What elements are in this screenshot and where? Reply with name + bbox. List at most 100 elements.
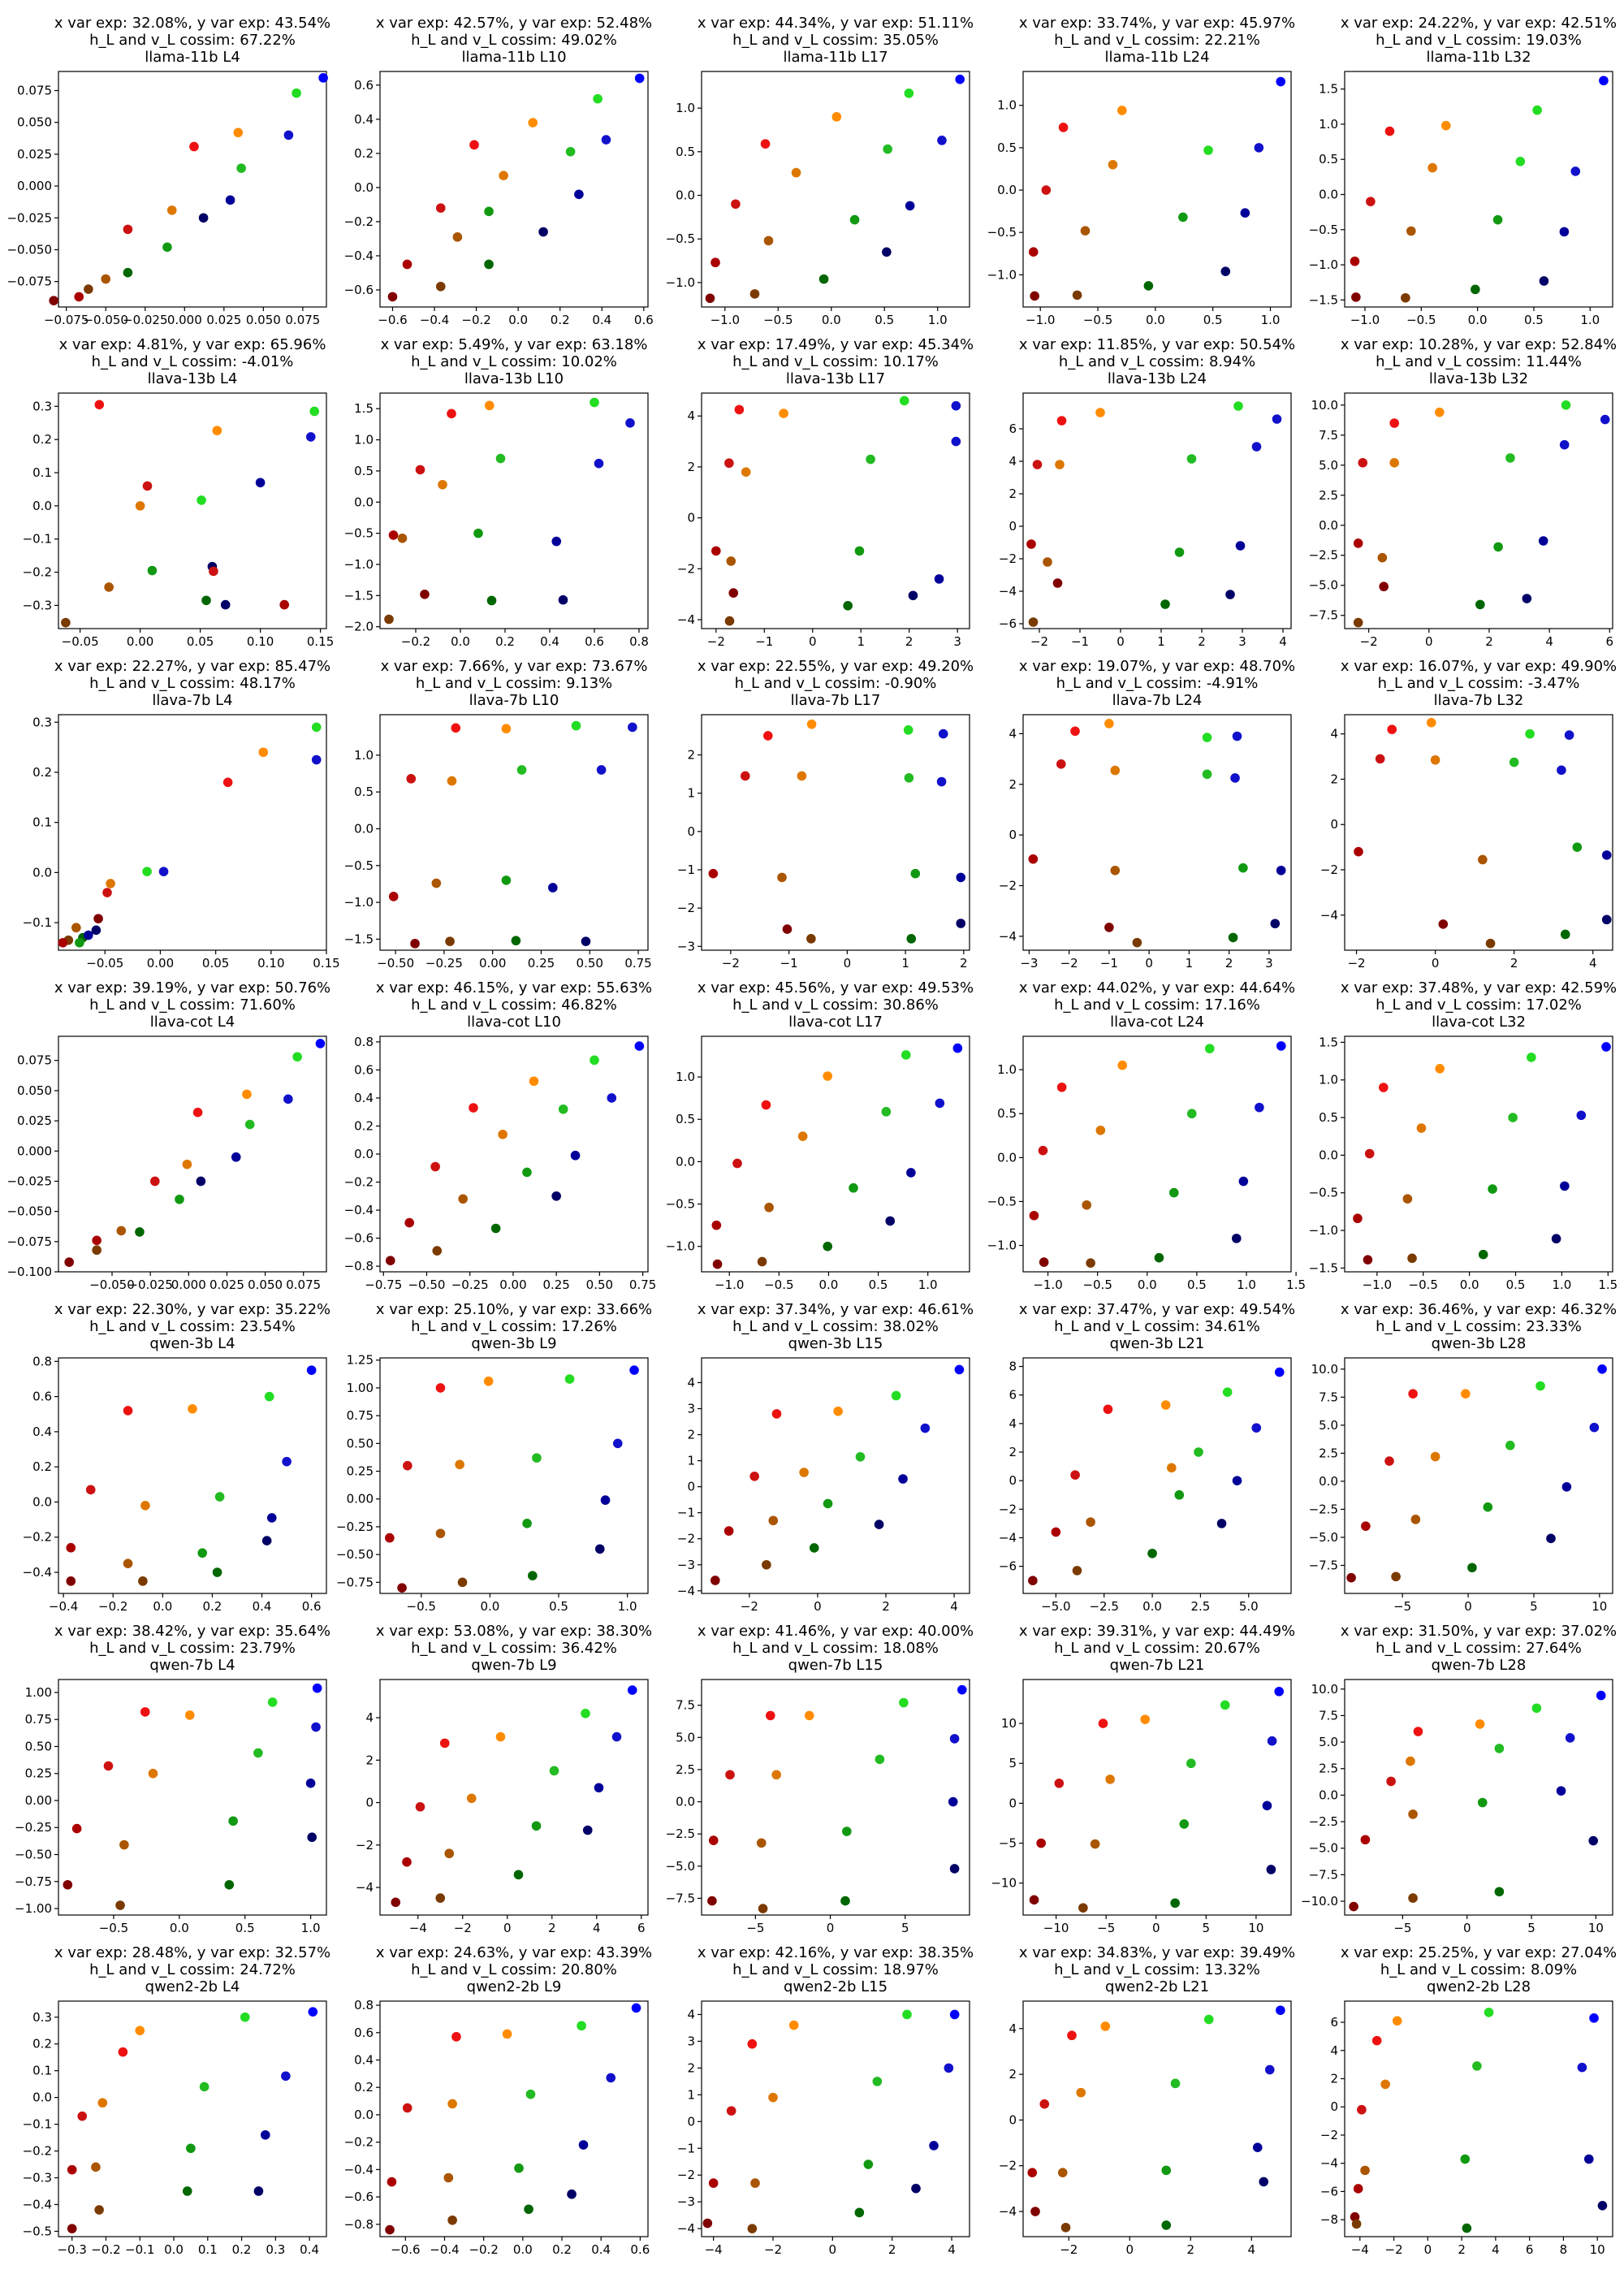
scatter-point xyxy=(483,1376,494,1386)
y-tick-label: 0 xyxy=(1009,1473,1017,1488)
x-tick-label: −0.25 xyxy=(425,956,463,971)
scatter-point xyxy=(1366,197,1376,206)
x-tick-label: 5 xyxy=(1530,1599,1538,1614)
y-tick-label: 0.2 xyxy=(32,765,52,780)
y-tick-label: −5.0 xyxy=(1309,1841,1338,1856)
plot-frame xyxy=(58,1035,327,1273)
panel-title-line: x var exp: 33.74%, y var exp: 45.97% xyxy=(1019,15,1295,32)
y-tick-label: −7.5 xyxy=(666,1891,695,1905)
scatter-point xyxy=(1027,2168,1038,2177)
scatter-point xyxy=(214,1492,225,1502)
scatter-point xyxy=(1485,938,1496,949)
y-tick-label: 0.50 xyxy=(25,1739,52,1753)
scatter-point xyxy=(1095,408,1105,417)
scatter-point xyxy=(1572,842,1583,852)
x-tick-label: 0 xyxy=(1125,2242,1134,2257)
y-tick-label: 0.3 xyxy=(32,715,52,729)
panel-title-line: llava-cot L24 xyxy=(1110,1014,1204,1031)
plot-frame xyxy=(379,1035,649,1273)
y-tick-label: −0.100 xyxy=(6,1265,52,1279)
panel-title-line: x var exp: 22.30%, y var exp: 35.22% xyxy=(54,1301,330,1318)
x-tick-label: −0.05 xyxy=(86,956,123,971)
x-tick-label: 1 xyxy=(857,634,865,649)
scatter-point xyxy=(1108,159,1118,170)
scatter-point xyxy=(1427,162,1437,173)
panel-title-line: h_L and v_L cossim: 34.61% xyxy=(1054,1318,1260,1335)
y-tick-label: 1.0 xyxy=(997,1062,1017,1077)
scatter-point xyxy=(741,467,751,477)
scatter-point xyxy=(1408,1809,1418,1819)
y-tick-label: −4 xyxy=(999,1530,1017,1545)
scatter-point xyxy=(823,1498,833,1509)
y-tick-label: 0.00 xyxy=(25,1793,52,1808)
x-tick-label: −0.1 xyxy=(125,2242,154,2257)
panel-title-line: qwen2-2b L28 xyxy=(1427,1978,1531,1995)
panel-title-line: llava-7b L17 xyxy=(791,692,881,709)
x-tick-label: 0.5 xyxy=(1187,1278,1207,1292)
x-tick-label: 0.0 xyxy=(513,2242,533,2257)
scatter-point xyxy=(1086,1517,1095,1527)
y-tick-label: −4 xyxy=(356,1880,374,1895)
y-tick-label: −0.2 xyxy=(23,1530,52,1545)
scatter-point xyxy=(761,1100,771,1110)
scatter-point xyxy=(209,566,218,577)
y-tick-label: 7.5 xyxy=(1319,1390,1338,1404)
plot-frame xyxy=(701,1035,970,1273)
scatter-point xyxy=(1056,416,1067,426)
panel-title-line: llama-11b L32 xyxy=(1426,49,1531,66)
scatter-point xyxy=(118,2047,128,2057)
x-tick-label: −2 xyxy=(454,1921,472,1935)
scatter-point xyxy=(1154,1252,1164,1263)
panel-title-line: qwen-3b L4 xyxy=(149,1335,235,1352)
panel-title-line: x var exp: 25.25%, y var exp: 27.04% xyxy=(1341,1944,1617,1961)
scatter-point xyxy=(625,418,635,428)
y-tick-label: −2 xyxy=(677,1532,695,1546)
scatter-point xyxy=(1484,2008,1494,2017)
scatter-panel: x var exp: 44.02%, y var exp: 44.64%h_L … xyxy=(987,979,1306,1292)
scatter-point xyxy=(1272,414,1282,424)
y-tick-label: 4 xyxy=(687,2007,695,2021)
x-tick-label: −0.05 xyxy=(62,634,99,649)
scatter-point xyxy=(1557,765,1566,776)
y-tick-label: −0.6 xyxy=(344,283,374,297)
x-tick-label: 4 xyxy=(950,1599,958,1614)
scatter-point xyxy=(1438,919,1449,929)
scatter-point xyxy=(75,937,84,948)
x-tick-label: 0.50 xyxy=(577,956,603,971)
scatter-point xyxy=(1117,1060,1128,1070)
y-tick-label: −2 xyxy=(999,2159,1017,2173)
x-tick-label: 0.75 xyxy=(629,1278,656,1292)
y-tick-label: 6 xyxy=(1330,2015,1338,2030)
scatter-point xyxy=(891,1390,901,1401)
x-tick-label: −0.075 xyxy=(44,313,89,327)
y-tick-label: −0.8 xyxy=(344,1259,374,1273)
scatter-point xyxy=(311,754,322,765)
scatter-point xyxy=(1161,2165,1172,2176)
scatter-point xyxy=(387,292,398,302)
scatter-point xyxy=(1072,290,1082,300)
panel-title-line: x var exp: 34.83%, y var exp: 39.49% xyxy=(1019,1944,1295,1961)
scatter-point xyxy=(1276,865,1286,875)
panel-title-line: x var exp: 25.10%, y var exp: 33.66% xyxy=(376,1301,652,1318)
scatter-point xyxy=(594,458,604,469)
scatter-point xyxy=(1461,1389,1471,1399)
scatter-point xyxy=(797,1131,808,1141)
x-tick-label: 0 xyxy=(503,1921,512,1935)
scatter-point xyxy=(849,214,860,225)
x-tick-label: −2 xyxy=(1060,2242,1078,2257)
scatter-point xyxy=(1039,1257,1049,1267)
scatter-point xyxy=(558,594,568,605)
panel-title-line: qwen2-2b L15 xyxy=(784,1978,888,1995)
scatter-point xyxy=(1430,1451,1440,1462)
scatter-point xyxy=(920,1423,931,1433)
scatter-point xyxy=(849,1182,858,1193)
panel-title-line: x var exp: 22.27%, y var exp: 85.47% xyxy=(54,658,330,675)
y-tick-label: −0.25 xyxy=(336,1520,374,1534)
x-tick-label: 1.0 xyxy=(1552,1278,1571,1292)
y-tick-label: 1.5 xyxy=(1319,82,1338,97)
scatter-point xyxy=(1086,1258,1095,1268)
scatter-point xyxy=(1346,1572,1356,1583)
scatter-point xyxy=(934,574,944,584)
scatter-point xyxy=(1232,731,1242,741)
y-tick-label: −0.50 xyxy=(336,1547,374,1562)
